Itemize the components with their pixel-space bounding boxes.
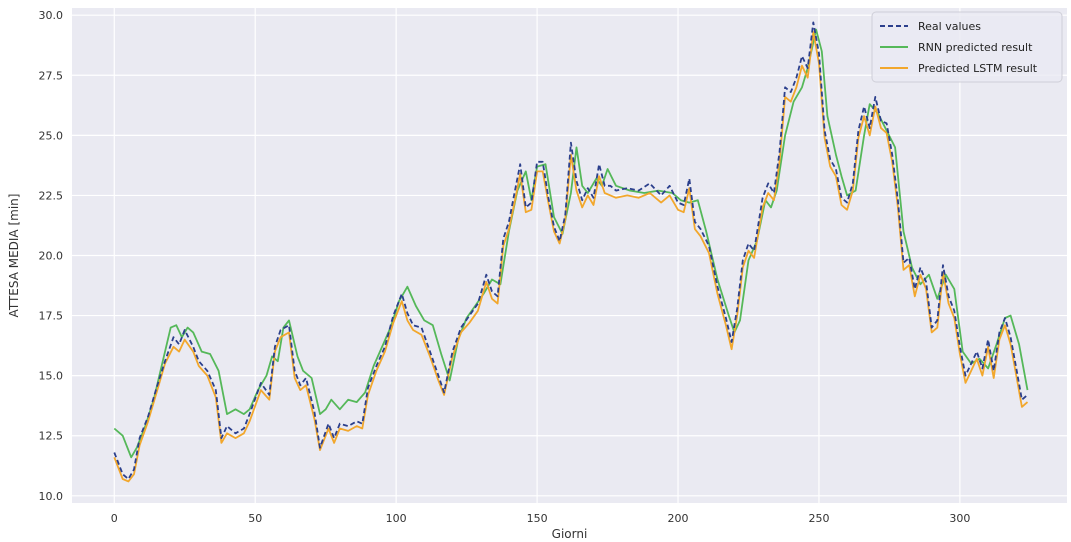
y-tick-label: 27.5 xyxy=(39,69,64,82)
y-tick-label: 10.0 xyxy=(39,490,64,503)
x-tick-label: 250 xyxy=(808,512,829,525)
legend-label-real: Real values xyxy=(918,20,981,33)
x-tick-label: 50 xyxy=(248,512,262,525)
y-tick-label: 30.0 xyxy=(39,9,64,22)
grid xyxy=(72,8,1067,503)
series-group xyxy=(113,21,1029,483)
y-tick-label: 15.0 xyxy=(39,370,64,383)
y-tick-label: 22.5 xyxy=(39,189,64,202)
x-axis-label: Giorni xyxy=(552,527,588,541)
y-tick-label: 12.5 xyxy=(39,430,64,443)
series-line-real xyxy=(113,21,1029,480)
x-tick-label: 150 xyxy=(527,512,548,525)
y-tick-label: 17.5 xyxy=(39,310,64,323)
x-tick-label: 300 xyxy=(949,512,970,525)
legend-label-lstm: Predicted LSTM result xyxy=(918,62,1038,75)
x-tick-label: 100 xyxy=(386,512,407,525)
y-tick-label: 20.0 xyxy=(39,250,64,263)
x-tick-label: 0 xyxy=(111,512,118,525)
y-tick-label: 25.0 xyxy=(39,129,64,142)
legend-box xyxy=(871,11,1063,83)
legend-label-rnn: RNN predicted result xyxy=(918,41,1033,54)
legend: Real values RNN predicted result Predict… xyxy=(871,11,1063,83)
x-tick-label: 200 xyxy=(668,512,689,525)
series-line-rnn xyxy=(113,28,1029,459)
tick-labels: 0 50 100 150 200 250 300 10.0 12.5 15.0 17.5 20.0 22… xyxy=(39,9,971,525)
y-axis-label: ATTESA MEDIA [min] xyxy=(7,194,21,318)
